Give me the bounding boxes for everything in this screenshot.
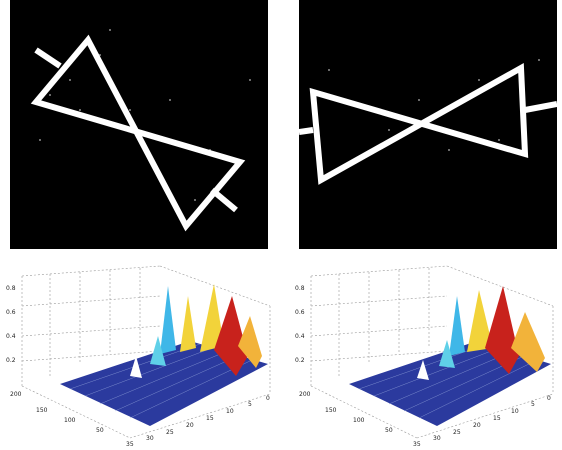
y-axis-ticks: 35 30 25 20 15 10 5 0 xyxy=(413,395,551,448)
y-axis-ticks: 35 30 25 20 15 10 5 0 xyxy=(126,395,270,448)
y-tick: 25 xyxy=(453,429,461,436)
y-tick: 30 xyxy=(146,435,154,442)
y-tick: 10 xyxy=(226,408,234,415)
z-tick: 0.6 xyxy=(6,309,16,316)
y-tick: 15 xyxy=(493,415,501,422)
x-tick: 100 xyxy=(353,417,365,424)
x-tick: 50 xyxy=(385,427,393,434)
y-tick: 0 xyxy=(266,395,270,402)
z-tick: 0.4 xyxy=(6,333,16,340)
z-tick: 0.2 xyxy=(295,357,305,364)
binary-shape-image-left xyxy=(10,0,268,249)
surface-right-svg: 0.2 0.4 0.6 0.8 200 150 100 50 35 30 25 … xyxy=(295,265,554,448)
surface-floor xyxy=(60,341,268,426)
shape-left-svg xyxy=(10,0,268,249)
surface-peaks xyxy=(130,284,262,378)
shape-right-svg xyxy=(299,0,557,249)
y-tick: 10 xyxy=(511,408,519,415)
y-tick: 35 xyxy=(126,441,134,448)
binary-shape-image-right xyxy=(299,0,557,249)
surface-peaks xyxy=(417,286,545,380)
y-tick: 35 xyxy=(413,441,421,448)
z-tick: 0.8 xyxy=(295,285,305,292)
image-background xyxy=(10,0,268,249)
z-tick: 0.6 xyxy=(295,309,305,316)
x-tick: 100 xyxy=(64,417,76,424)
surface-plot-left: 0.2 0.4 0.6 0.8 200 150 100 50 35 30 25 … xyxy=(0,256,281,450)
x-tick: 200 xyxy=(299,391,311,398)
y-tick: 30 xyxy=(433,435,441,442)
axis-grid xyxy=(310,265,554,439)
y-tick: 5 xyxy=(531,401,535,408)
axis-grid xyxy=(21,265,271,439)
y-tick: 25 xyxy=(166,429,174,436)
x-tick: 150 xyxy=(36,407,48,414)
x-tick: 200 xyxy=(10,391,22,398)
z-tick: 0.8 xyxy=(6,285,16,292)
y-tick: 20 xyxy=(473,422,481,429)
noise-speckles xyxy=(39,29,251,201)
surface-left-svg: 0.2 0.4 0.6 0.8 200 150 100 50 35 30 25 … xyxy=(6,265,271,448)
noise-speckles xyxy=(328,59,540,161)
z-axis-ticks: 0.2 0.4 0.6 0.8 xyxy=(295,285,305,364)
x-axis-ticks: 200 150 100 50 xyxy=(299,391,393,434)
surface-plot-right: 0.2 0.4 0.6 0.8 200 150 100 50 35 30 25 … xyxy=(289,256,562,450)
x-axis-ticks: 200 150 100 50 xyxy=(10,391,104,434)
z-axis-ticks: 0.2 0.4 0.6 0.8 xyxy=(6,285,16,364)
bowtie-outline xyxy=(30,34,246,232)
y-tick: 20 xyxy=(186,422,194,429)
y-tick: 0 xyxy=(547,395,551,402)
x-tick: 150 xyxy=(325,407,337,414)
y-tick: 15 xyxy=(206,415,214,422)
z-tick: 0.2 xyxy=(6,357,16,364)
x-tick: 50 xyxy=(96,427,104,434)
y-tick: 5 xyxy=(248,401,252,408)
z-tick: 0.4 xyxy=(295,333,305,340)
bowtie-outline xyxy=(299,63,557,185)
